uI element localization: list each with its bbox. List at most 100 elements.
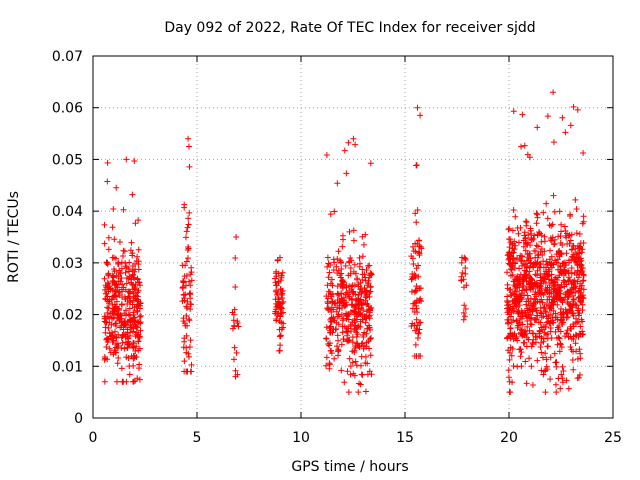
data-point xyxy=(136,282,143,289)
data-point xyxy=(553,359,560,366)
data-point xyxy=(130,315,137,322)
data-point xyxy=(328,315,335,322)
data-point xyxy=(110,206,117,213)
data-point xyxy=(563,289,570,296)
data-point xyxy=(523,262,530,269)
data-point xyxy=(136,313,143,320)
data-point xyxy=(562,333,569,340)
data-point xyxy=(543,270,550,277)
data-point xyxy=(181,273,188,280)
data-point xyxy=(568,270,575,277)
data-point xyxy=(570,103,577,110)
data-point xyxy=(233,234,240,240)
data-point xyxy=(565,293,572,300)
data-point xyxy=(524,318,531,325)
data-point xyxy=(413,283,420,290)
data-point xyxy=(350,237,357,244)
data-point xyxy=(338,296,345,303)
data-point xyxy=(105,234,112,241)
y-tick-labels: 0 0.01 0.02 0.03 0.04 0.05 0.06 0.07 xyxy=(52,49,83,427)
data-point xyxy=(130,362,137,369)
data-point xyxy=(182,234,189,241)
data-point xyxy=(356,343,363,350)
data-point xyxy=(413,352,420,359)
data-point xyxy=(367,283,374,290)
data-point xyxy=(580,213,587,220)
data-point xyxy=(355,291,362,298)
data-point xyxy=(277,304,284,311)
data-point xyxy=(513,293,520,300)
data-point xyxy=(530,285,537,292)
data-point xyxy=(566,301,573,308)
data-point xyxy=(129,286,136,293)
data-point xyxy=(279,294,286,301)
data-point xyxy=(567,288,574,295)
data-point xyxy=(366,368,373,375)
data-point xyxy=(117,278,124,285)
data-point xyxy=(333,325,340,332)
x-tick-label: 20 xyxy=(500,430,518,446)
data-point xyxy=(555,274,562,281)
data-point xyxy=(357,286,364,293)
y-tick-label: 0.02 xyxy=(52,308,83,324)
data-point xyxy=(129,318,136,325)
data-point xyxy=(273,282,280,289)
data-point xyxy=(519,111,526,118)
data-point xyxy=(135,319,142,326)
data-point xyxy=(349,295,356,302)
data-point xyxy=(122,269,129,276)
data-point xyxy=(367,270,374,277)
data-point xyxy=(127,247,134,254)
data-point xyxy=(508,266,515,273)
data-point xyxy=(575,309,582,316)
data-point xyxy=(511,300,518,307)
data-point xyxy=(105,313,112,320)
data-point xyxy=(511,330,518,337)
data-point xyxy=(180,278,187,285)
x-tick-label: 25 xyxy=(604,430,622,446)
data-point xyxy=(576,231,583,238)
data-point xyxy=(414,322,421,329)
data-point xyxy=(520,282,527,289)
data-point xyxy=(556,335,563,342)
data-point xyxy=(362,319,369,326)
data-point xyxy=(364,301,371,308)
data-point xyxy=(544,273,551,280)
data-point xyxy=(415,249,422,256)
data-point xyxy=(562,129,569,136)
data-point xyxy=(327,280,334,287)
data-point xyxy=(323,335,330,342)
data-point xyxy=(518,307,525,314)
data-point xyxy=(347,363,354,370)
data-point xyxy=(564,230,571,237)
data-point xyxy=(114,360,121,367)
data-point xyxy=(114,345,121,352)
data-point xyxy=(135,246,142,253)
data-point xyxy=(540,305,547,312)
data-point xyxy=(408,253,415,260)
data-point xyxy=(359,316,366,323)
data-point xyxy=(132,348,139,355)
data-point xyxy=(137,312,144,319)
data-point xyxy=(561,267,568,274)
data-point xyxy=(532,299,539,306)
data-point xyxy=(562,270,569,277)
data-point xyxy=(516,255,523,262)
data-point xyxy=(524,323,531,330)
data-point xyxy=(185,221,192,228)
data-point xyxy=(545,266,552,273)
data-point xyxy=(134,301,141,308)
data-point xyxy=(533,272,540,279)
data-point xyxy=(354,331,361,338)
data-point xyxy=(414,206,421,213)
data-point xyxy=(517,258,524,265)
data-point xyxy=(515,230,522,237)
data-point xyxy=(525,311,532,318)
data-point xyxy=(276,347,283,354)
data-point xyxy=(334,283,341,290)
data-point xyxy=(412,210,419,217)
data-point xyxy=(102,324,109,331)
data-point xyxy=(461,302,468,309)
data-point xyxy=(507,304,514,311)
data-point xyxy=(580,239,587,246)
